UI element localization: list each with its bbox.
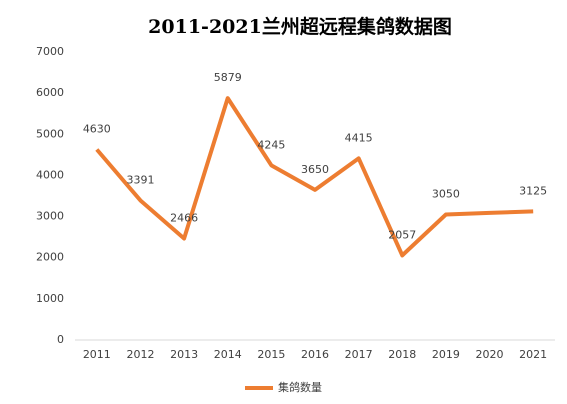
value-label: 4245 (257, 138, 285, 151)
x-tick-label: 2011 (83, 348, 111, 361)
x-tick-label: 2014 (214, 348, 242, 361)
value-label: 2466 (170, 212, 198, 225)
value-label: 4415 (345, 131, 373, 144)
y-tick-label: 3000 (36, 210, 64, 223)
value-label: 5879 (214, 71, 242, 84)
value-label: 4630 (83, 123, 111, 136)
chart-title: 2011-2021兰州超远程集鸽数据图 (148, 15, 452, 38)
value-label: 3650 (301, 163, 329, 176)
data-line (95, 96, 534, 258)
y-tick-label: 6000 (36, 86, 64, 99)
y-tick-label: 7000 (36, 45, 64, 58)
x-tick-label: 2012 (126, 348, 154, 361)
value-label: 3050 (432, 188, 460, 201)
legend-label: 集鸽数量 (278, 380, 322, 394)
x-tick-label: 2017 (345, 348, 373, 361)
y-tick-label: 2000 (36, 251, 64, 264)
x-tick-label: 2015 (257, 348, 285, 361)
x-tick-label: 2018 (388, 348, 416, 361)
value-label: 3125 (519, 184, 547, 197)
x-tick-label: 2016 (301, 348, 329, 361)
value-label: 3391 (126, 173, 154, 186)
value-label: 2057 (388, 228, 416, 241)
y-tick-label: 1000 (36, 292, 64, 305)
x-tick-label: 2021 (519, 348, 547, 361)
y-tick-label: 4000 (36, 168, 64, 181)
y-tick-label: 0 (57, 333, 64, 346)
y-tick-label: 5000 (36, 127, 64, 140)
x-tick-label: 2020 (476, 348, 504, 361)
x-tick-label: 2013 (170, 348, 198, 361)
x-tick-label: 2019 (432, 348, 460, 361)
